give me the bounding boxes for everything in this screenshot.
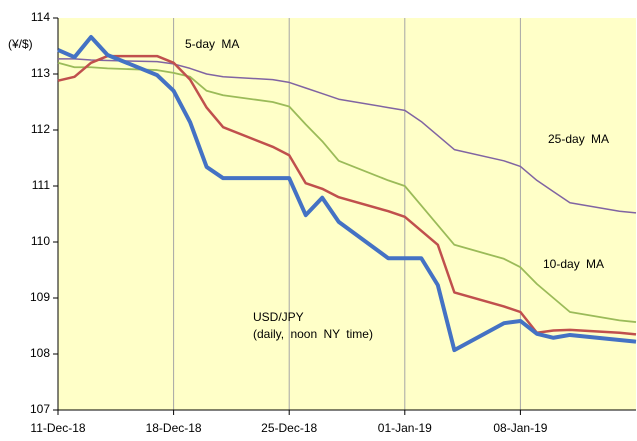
series-label: 25-day MA	[548, 132, 609, 146]
y-tick-label: 107	[30, 402, 50, 416]
y-unit-label: (¥/$)	[8, 37, 33, 51]
y-tick-label: 110	[31, 234, 50, 248]
y-tick-label: 113	[31, 66, 50, 80]
y-tick-label: 112	[31, 122, 50, 136]
x-tick-label: 25-Dec-18	[261, 421, 317, 435]
y-tick-label: 114	[31, 10, 50, 24]
x-tick-label: 18-Dec-18	[146, 421, 202, 435]
series-label: 10-day MA	[543, 257, 604, 271]
series-line	[57, 35, 637, 353]
series-label: 5-day MA	[185, 37, 239, 51]
series-line	[58, 58, 637, 214]
y-tick-label: 108	[30, 346, 50, 360]
annotation: (daily, noon NY time)	[253, 327, 373, 341]
x-tick-label: 01-Jan-19	[378, 421, 432, 435]
x-tick-label: 11-Dec-18	[30, 421, 85, 435]
plot-area	[58, 18, 636, 410]
y-tick-label: 111	[32, 178, 51, 192]
series-line	[57, 61, 637, 323]
series-label: USD/JPY	[253, 310, 304, 324]
y-tick-label: 109	[30, 290, 50, 304]
x-tick-label: 08-Jan-19	[493, 421, 547, 435]
